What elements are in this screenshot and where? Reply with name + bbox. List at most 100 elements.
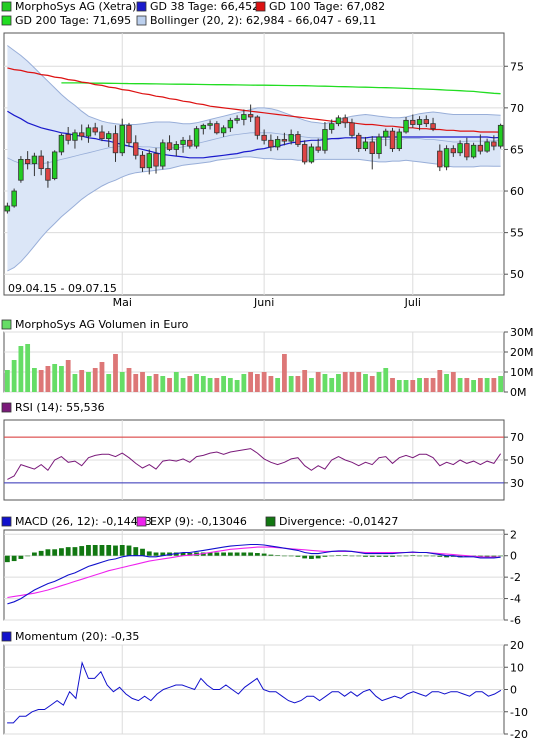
volume-bar [430,378,436,392]
volume-bar [437,370,443,392]
divergence-bar [18,555,24,559]
volume-bar [119,372,125,392]
candle [457,143,463,154]
x-tick-label: Juli [404,296,421,309]
volume-bar [234,380,240,392]
divergence-bar [59,548,64,556]
candle [396,131,402,150]
candle [288,134,294,142]
y-tick-label: 0 [510,550,517,563]
volume-bar [25,344,31,392]
volume-bar [72,374,78,392]
divergence-bar [32,552,37,556]
volume-bar [457,378,463,392]
legend-label: Divergence: -0,01427 [279,515,398,528]
volume-bar [471,380,476,392]
bollinger-mid-line [7,132,501,165]
divergence-bar [437,555,443,557]
candle [349,122,355,136]
y-tick-label: 10M [510,366,534,379]
candle [329,123,335,130]
candle [470,144,477,158]
candle [295,134,301,145]
divergence-bar [309,555,314,559]
divergence-bar [92,545,98,556]
x-tick-label: Juni [253,296,274,309]
candle [491,141,497,147]
volume-bar [342,372,348,392]
volume-bar [18,346,24,392]
legend-label: EXP (9): -0,13046 [150,515,247,528]
y-tick-label: 0M [510,386,527,399]
candle [214,123,220,134]
volume-bar [288,376,294,392]
divergence-bar [336,555,341,556]
divergence-bar [248,552,254,556]
legend-swatch [1,319,12,330]
candle [484,141,490,152]
legend-swatch [1,15,12,26]
volume-bar [92,368,98,392]
divergence-bar [187,553,193,556]
candle [369,141,375,155]
candle [65,134,71,141]
divergence-bar [315,555,321,559]
volume-bar [140,372,145,392]
divergence-bar [4,555,10,563]
candle [99,131,105,140]
gd38-line [7,110,501,159]
volume-bar [410,380,416,392]
candle [180,139,186,145]
candle [241,114,247,120]
candle [119,124,125,154]
volume-bar [52,364,58,392]
y-tick-label: 65 [510,143,524,156]
candle [153,153,159,167]
divergence-bar [444,555,449,558]
divergence-bar [275,555,281,556]
volume-bar [59,366,64,392]
volume-bar [153,374,159,392]
volume-bar [491,378,497,392]
candle [423,119,429,125]
legend-label: GD 38 Tage: 66,452 [150,0,259,13]
volume-bar [315,372,321,392]
candle [281,139,288,142]
candle [342,117,348,124]
divergence-bar [119,545,125,556]
candle [268,139,274,148]
candle [58,134,65,153]
divergence-bar [491,555,497,557]
divergence-bar [106,545,112,556]
divergence-bar [221,552,226,556]
panel-macd [3,529,505,621]
legend-label: Bollinger (20, 2): 62,984 - 66,047 - 69,… [150,14,376,27]
divergence-bar [207,552,213,556]
volume-bar [329,378,335,392]
candle [362,141,369,150]
volume-bar [336,374,341,392]
volume-bar [484,378,490,392]
candle [335,117,342,125]
divergence-bar [288,555,294,557]
y-tick-label: 75 [510,60,524,73]
volume-bar [477,378,483,392]
candle [187,139,193,147]
volume-bar [268,376,274,392]
volume-bar [376,372,382,392]
divergence-bar [99,545,105,556]
candle [477,144,484,152]
y-tick-label: 0 [510,684,517,697]
candle [139,154,146,169]
divergence-bar [261,553,267,556]
legend-label: GD 100 Tage: 67,082 [269,0,385,13]
candle [322,129,328,151]
volume-bar [261,372,267,392]
volume-bar [214,378,220,392]
divergence-bar [214,552,220,556]
candle [79,132,85,137]
divergence-bar [417,555,422,557]
volume-bar [167,378,172,392]
divergence-bar [403,555,409,557]
volume-bar [450,372,456,392]
